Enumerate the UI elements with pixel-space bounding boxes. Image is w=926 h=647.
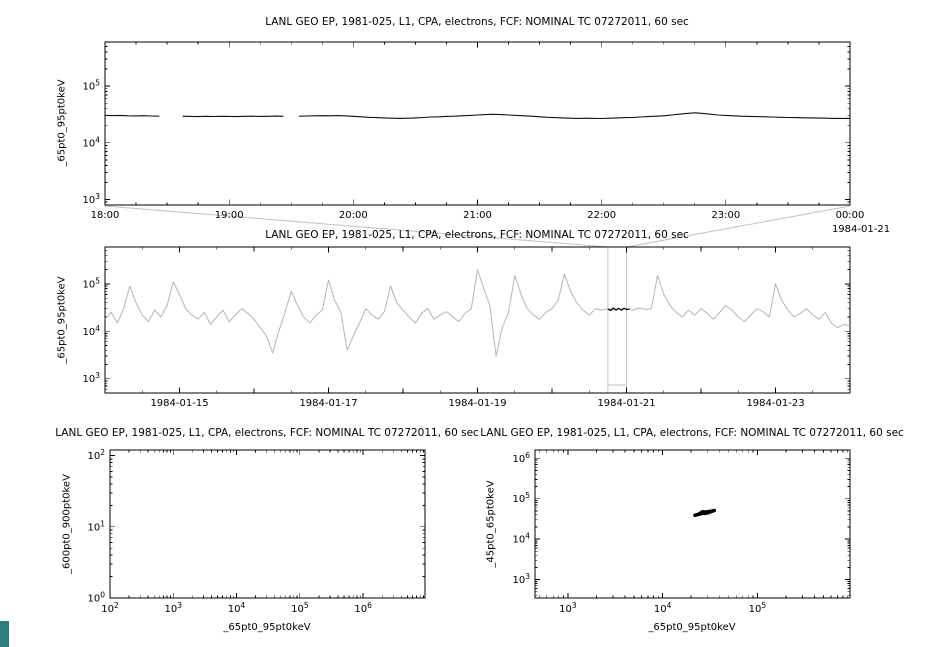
x-axis-context-date: 1984-01-21: [831, 224, 891, 235]
svg-text:106: 106: [512, 451, 530, 465]
svg-text:102: 102: [87, 448, 105, 462]
svg-text:105: 105: [512, 491, 530, 505]
svg-text:1984-01-23: 1984-01-23: [746, 398, 804, 409]
svg-text:1984-01-19: 1984-01-19: [448, 398, 506, 409]
svg-text:21:00: 21:00: [463, 210, 492, 221]
svg-text:103: 103: [165, 601, 183, 615]
svg-text:101: 101: [87, 519, 105, 533]
svg-text:00:00: 00:00: [836, 210, 865, 221]
svg-text:19:00: 19:00: [215, 210, 244, 221]
svg-text:104: 104: [82, 324, 100, 338]
x-axis-label-bottom-right: _65pt0_95pt0keV: [648, 622, 736, 633]
svg-text:104: 104: [654, 601, 672, 615]
svg-text:104: 104: [512, 532, 530, 546]
svg-text:105: 105: [82, 79, 100, 93]
svg-text:103: 103: [82, 192, 100, 206]
svg-text:105: 105: [749, 601, 767, 615]
svg-text:23:00: 23:00: [711, 210, 740, 221]
left-edge-accent: [0, 621, 9, 647]
svg-text:104: 104: [228, 601, 246, 615]
y-axis-label-top: _65pt0_95pt0keV: [56, 79, 68, 167]
y-axis-label-bottom-right: _45pt0_65pt0keV: [485, 480, 497, 568]
y-axis-label-bottom-left: _600pt0_900pt0keV: [61, 474, 73, 574]
svg-text:1984-01-15: 1984-01-15: [150, 398, 208, 409]
x-axis-label-bottom-left: _65pt0_95pt0keV: [223, 622, 311, 633]
plot-title-top: LANL GEO EP, 1981-025, L1, CPA, electron…: [265, 16, 689, 28]
svg-text:20:00: 20:00: [339, 210, 368, 221]
plot-title-bottom-left: LANL GEO EP, 1981-025, L1, CPA, electron…: [55, 427, 479, 439]
svg-text:105: 105: [82, 276, 100, 290]
svg-text:103: 103: [559, 601, 577, 615]
svg-text:100: 100: [87, 591, 105, 605]
plot-title-bottom-right: LANL GEO EP, 1981-025, L1, CPA, electron…: [480, 427, 904, 439]
svg-text:1984-01-17: 1984-01-17: [299, 398, 357, 409]
svg-text:103: 103: [82, 371, 100, 385]
svg-text:22:00: 22:00: [587, 210, 616, 221]
svg-text:1984-01-21: 1984-01-21: [597, 398, 655, 409]
svg-text:106: 106: [354, 601, 372, 615]
svg-text:104: 104: [82, 135, 100, 149]
svg-text:103: 103: [512, 572, 530, 586]
svg-text:105: 105: [291, 601, 309, 615]
svg-text:102: 102: [101, 601, 119, 615]
plot-title-middle: LANL GEO EP, 1981-025, L1, CPA, electron…: [265, 229, 689, 241]
svg-text:18:00: 18:00: [91, 210, 120, 221]
y-axis-label-middle: _65pt0_95pt0keV: [56, 276, 68, 364]
